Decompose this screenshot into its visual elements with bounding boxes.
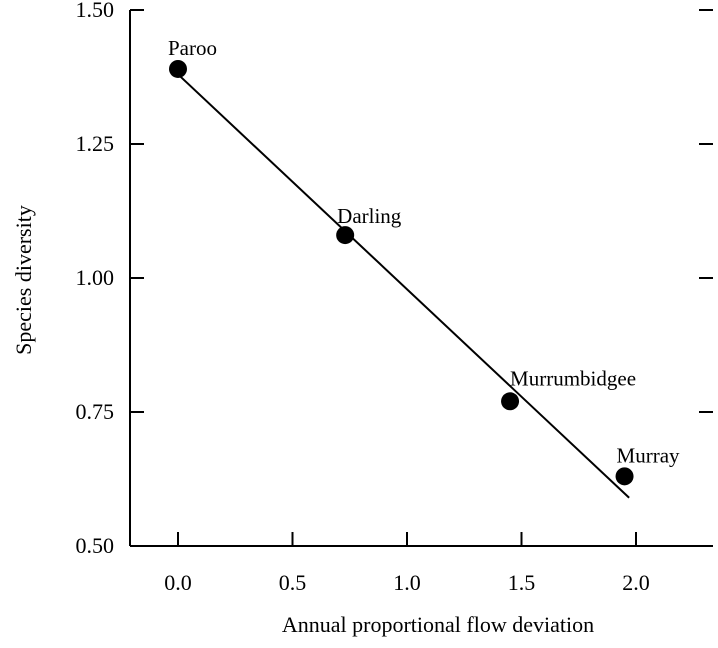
y-tick-label: 1.25 <box>76 131 115 156</box>
axes: 0.50 0.75 1.00 1.25 1.50 0.0 0.5 1.0 1.5 2.0 <box>76 0 713 595</box>
data-point <box>336 226 355 245</box>
y-tick-label: 1.50 <box>76 0 115 22</box>
y-tick-label: 1.00 <box>76 265 115 290</box>
point-label: Murrumbidgee <box>510 366 636 390</box>
x-tick-label: 0.5 <box>279 570 307 595</box>
y-tick-label: 0.75 <box>76 399 115 424</box>
data-point <box>615 467 634 486</box>
fit-line-group <box>177 73 630 499</box>
x-axis-title: Annual proportional flow deviation <box>282 612 594 637</box>
point-label: Murray <box>617 443 680 467</box>
x-tick-label: 2.0 <box>622 570 650 595</box>
data-point <box>169 59 187 78</box>
point-label: Darling <box>337 204 402 228</box>
data-points: Paroo Darling Murrumbidgee Murray <box>168 36 680 486</box>
x-tick-label: 0.0 <box>164 570 192 595</box>
x-tick-label: 1.0 <box>393 570 421 595</box>
y-tick-label: 0.50 <box>76 533 115 558</box>
y-axis-title: Species diversity <box>11 205 36 355</box>
point-label: Paroo <box>168 36 217 60</box>
x-tick-label: 1.5 <box>508 570 536 595</box>
data-point <box>501 392 520 411</box>
fit-line <box>177 73 630 499</box>
